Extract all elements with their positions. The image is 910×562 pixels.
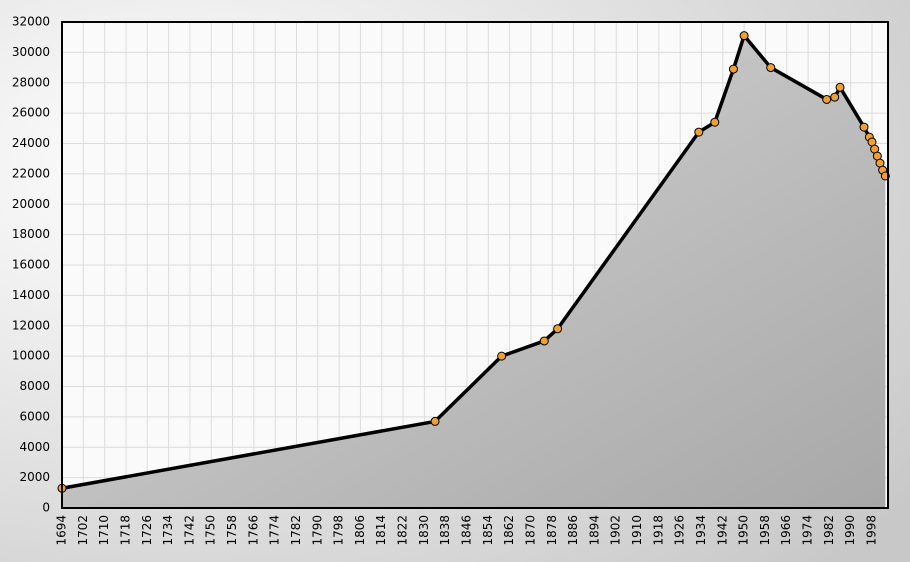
x-tick-label: 1862 — [502, 515, 516, 546]
x-tick-label: 1886 — [566, 515, 580, 546]
y-tick-label: 2000 — [19, 470, 50, 484]
y-tick-label: 32000 — [12, 15, 50, 29]
x-tick-label: 1838 — [438, 515, 452, 546]
y-tick-label: 8000 — [19, 379, 50, 393]
x-tick-label: 1998 — [865, 515, 879, 546]
x-tick-label: 1982 — [822, 515, 836, 546]
x-tick-label: 1902 — [609, 515, 623, 546]
x-tick-label: 1790 — [310, 515, 324, 546]
marker — [497, 351, 507, 361]
x-tick-label: 1990 — [843, 515, 857, 546]
x-tick-label: 1846 — [460, 515, 474, 546]
x-tick-label: 1806 — [353, 515, 367, 546]
y-tick-label: 16000 — [12, 258, 50, 272]
y-tick-label: 0 — [42, 501, 50, 515]
marker — [859, 122, 869, 132]
x-tick-label: 1910 — [630, 515, 644, 546]
marker — [553, 324, 563, 334]
x-tick-label: 1750 — [204, 515, 218, 546]
x-tick-label: 1942 — [715, 515, 729, 546]
x-tick-label: 1926 — [673, 515, 687, 546]
x-tick-label: 1718 — [118, 515, 132, 546]
x-tick-label: 1950 — [737, 515, 751, 546]
x-tick-label: 1782 — [289, 515, 303, 546]
y-tick-label: 30000 — [12, 45, 50, 59]
labels: 0 2000 4000 6000 8000 10000 12000 14000 16000 180… — [12, 15, 879, 546]
x-tick-label: 1758 — [225, 515, 239, 546]
marker — [430, 416, 440, 426]
y-tick-label: 12000 — [12, 318, 50, 332]
marker — [710, 117, 720, 127]
marker — [539, 336, 549, 346]
x-tick-label: 1894 — [587, 515, 601, 546]
marker — [830, 92, 840, 102]
marker — [835, 82, 845, 92]
y-tick-label: 24000 — [12, 136, 50, 150]
x-tick-label: 1870 — [523, 515, 537, 546]
plot-frame — [61, 21, 889, 509]
x-tick-label: 1822 — [396, 515, 410, 546]
x-tick-label: 1726 — [140, 515, 154, 546]
y-tick-label: 10000 — [12, 349, 50, 363]
x-tick-label: 1742 — [182, 515, 196, 546]
x-tick-label: 1814 — [374, 515, 388, 546]
marker — [766, 63, 776, 73]
x-tick-label: 1710 — [97, 515, 111, 546]
x-tick-label: 1854 — [481, 515, 495, 546]
x-tick-label: 1830 — [417, 515, 431, 546]
x-tick-label: 1702 — [76, 515, 90, 546]
marks — [57, 31, 890, 508]
y-tick-label: 6000 — [19, 409, 50, 423]
x-tick-label: 1734 — [161, 515, 175, 546]
y-tick-label: 22000 — [12, 166, 50, 180]
marker — [694, 127, 704, 137]
x-tick-label: 1774 — [268, 515, 282, 546]
x-tick-label: 1974 — [801, 515, 815, 546]
x-tick-label: 1694 — [55, 515, 69, 546]
area — [62, 35, 886, 508]
marker — [728, 64, 738, 74]
x-tick-label: 1934 — [694, 515, 708, 546]
y-tick-label: 18000 — [12, 227, 50, 241]
y-tick-label: 14000 — [12, 288, 50, 302]
x-tick-label: 1918 — [651, 515, 665, 546]
marker — [822, 94, 832, 104]
y-tick-label: 20000 — [12, 197, 50, 211]
x-tick-label: 1966 — [779, 515, 793, 546]
y-tick-label: 26000 — [12, 106, 50, 120]
x-tick-label: 1878 — [545, 515, 559, 546]
y-tick-label: 4000 — [19, 440, 50, 454]
marker — [739, 31, 749, 41]
x-tick-label: 1766 — [246, 515, 260, 546]
y-tick-label: 28000 — [12, 75, 50, 89]
x-tick-label: 1958 — [758, 515, 772, 546]
x-tick-label: 1798 — [332, 515, 346, 546]
